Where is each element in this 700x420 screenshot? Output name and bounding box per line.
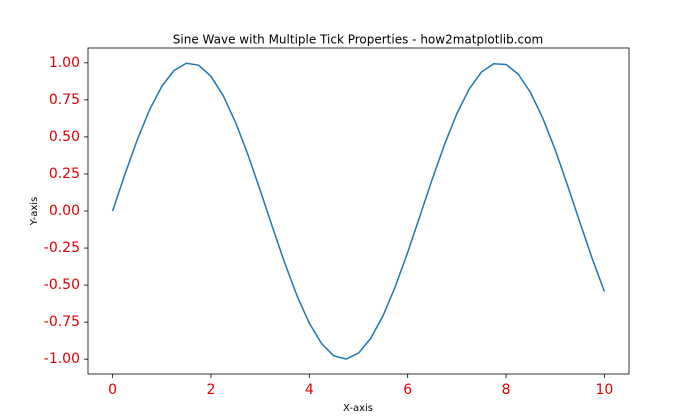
data-line	[111, 62, 606, 360]
y-tick-label: 0.00	[49, 203, 80, 219]
x-tick-label: 10	[595, 382, 613, 398]
y-tick-label: 0.75	[49, 92, 80, 108]
y-tick-label: -1.00	[44, 351, 80, 367]
y-tick-label: -0.50	[44, 277, 80, 293]
y-tick-label: 1.00	[49, 55, 80, 71]
x-axis-label: X-axis	[343, 403, 373, 414]
plot-frame	[87, 47, 630, 375]
y-tick-label: -0.25	[44, 240, 80, 256]
x-tick-label: 8	[502, 382, 511, 398]
chart-title: Sine Wave with Multiple Tick Properties …	[173, 33, 543, 47]
y-axis-label: Y-axis	[29, 197, 40, 227]
x-tick-label: 0	[108, 382, 117, 398]
y-tick-label: -0.75	[44, 314, 80, 330]
y-tick-label: 0.50	[49, 129, 80, 145]
x-tick-label: 4	[305, 382, 314, 398]
y-tick-label: 0.25	[49, 166, 80, 182]
x-tick-label: 2	[206, 382, 215, 398]
x-tick-label: 6	[403, 382, 412, 398]
